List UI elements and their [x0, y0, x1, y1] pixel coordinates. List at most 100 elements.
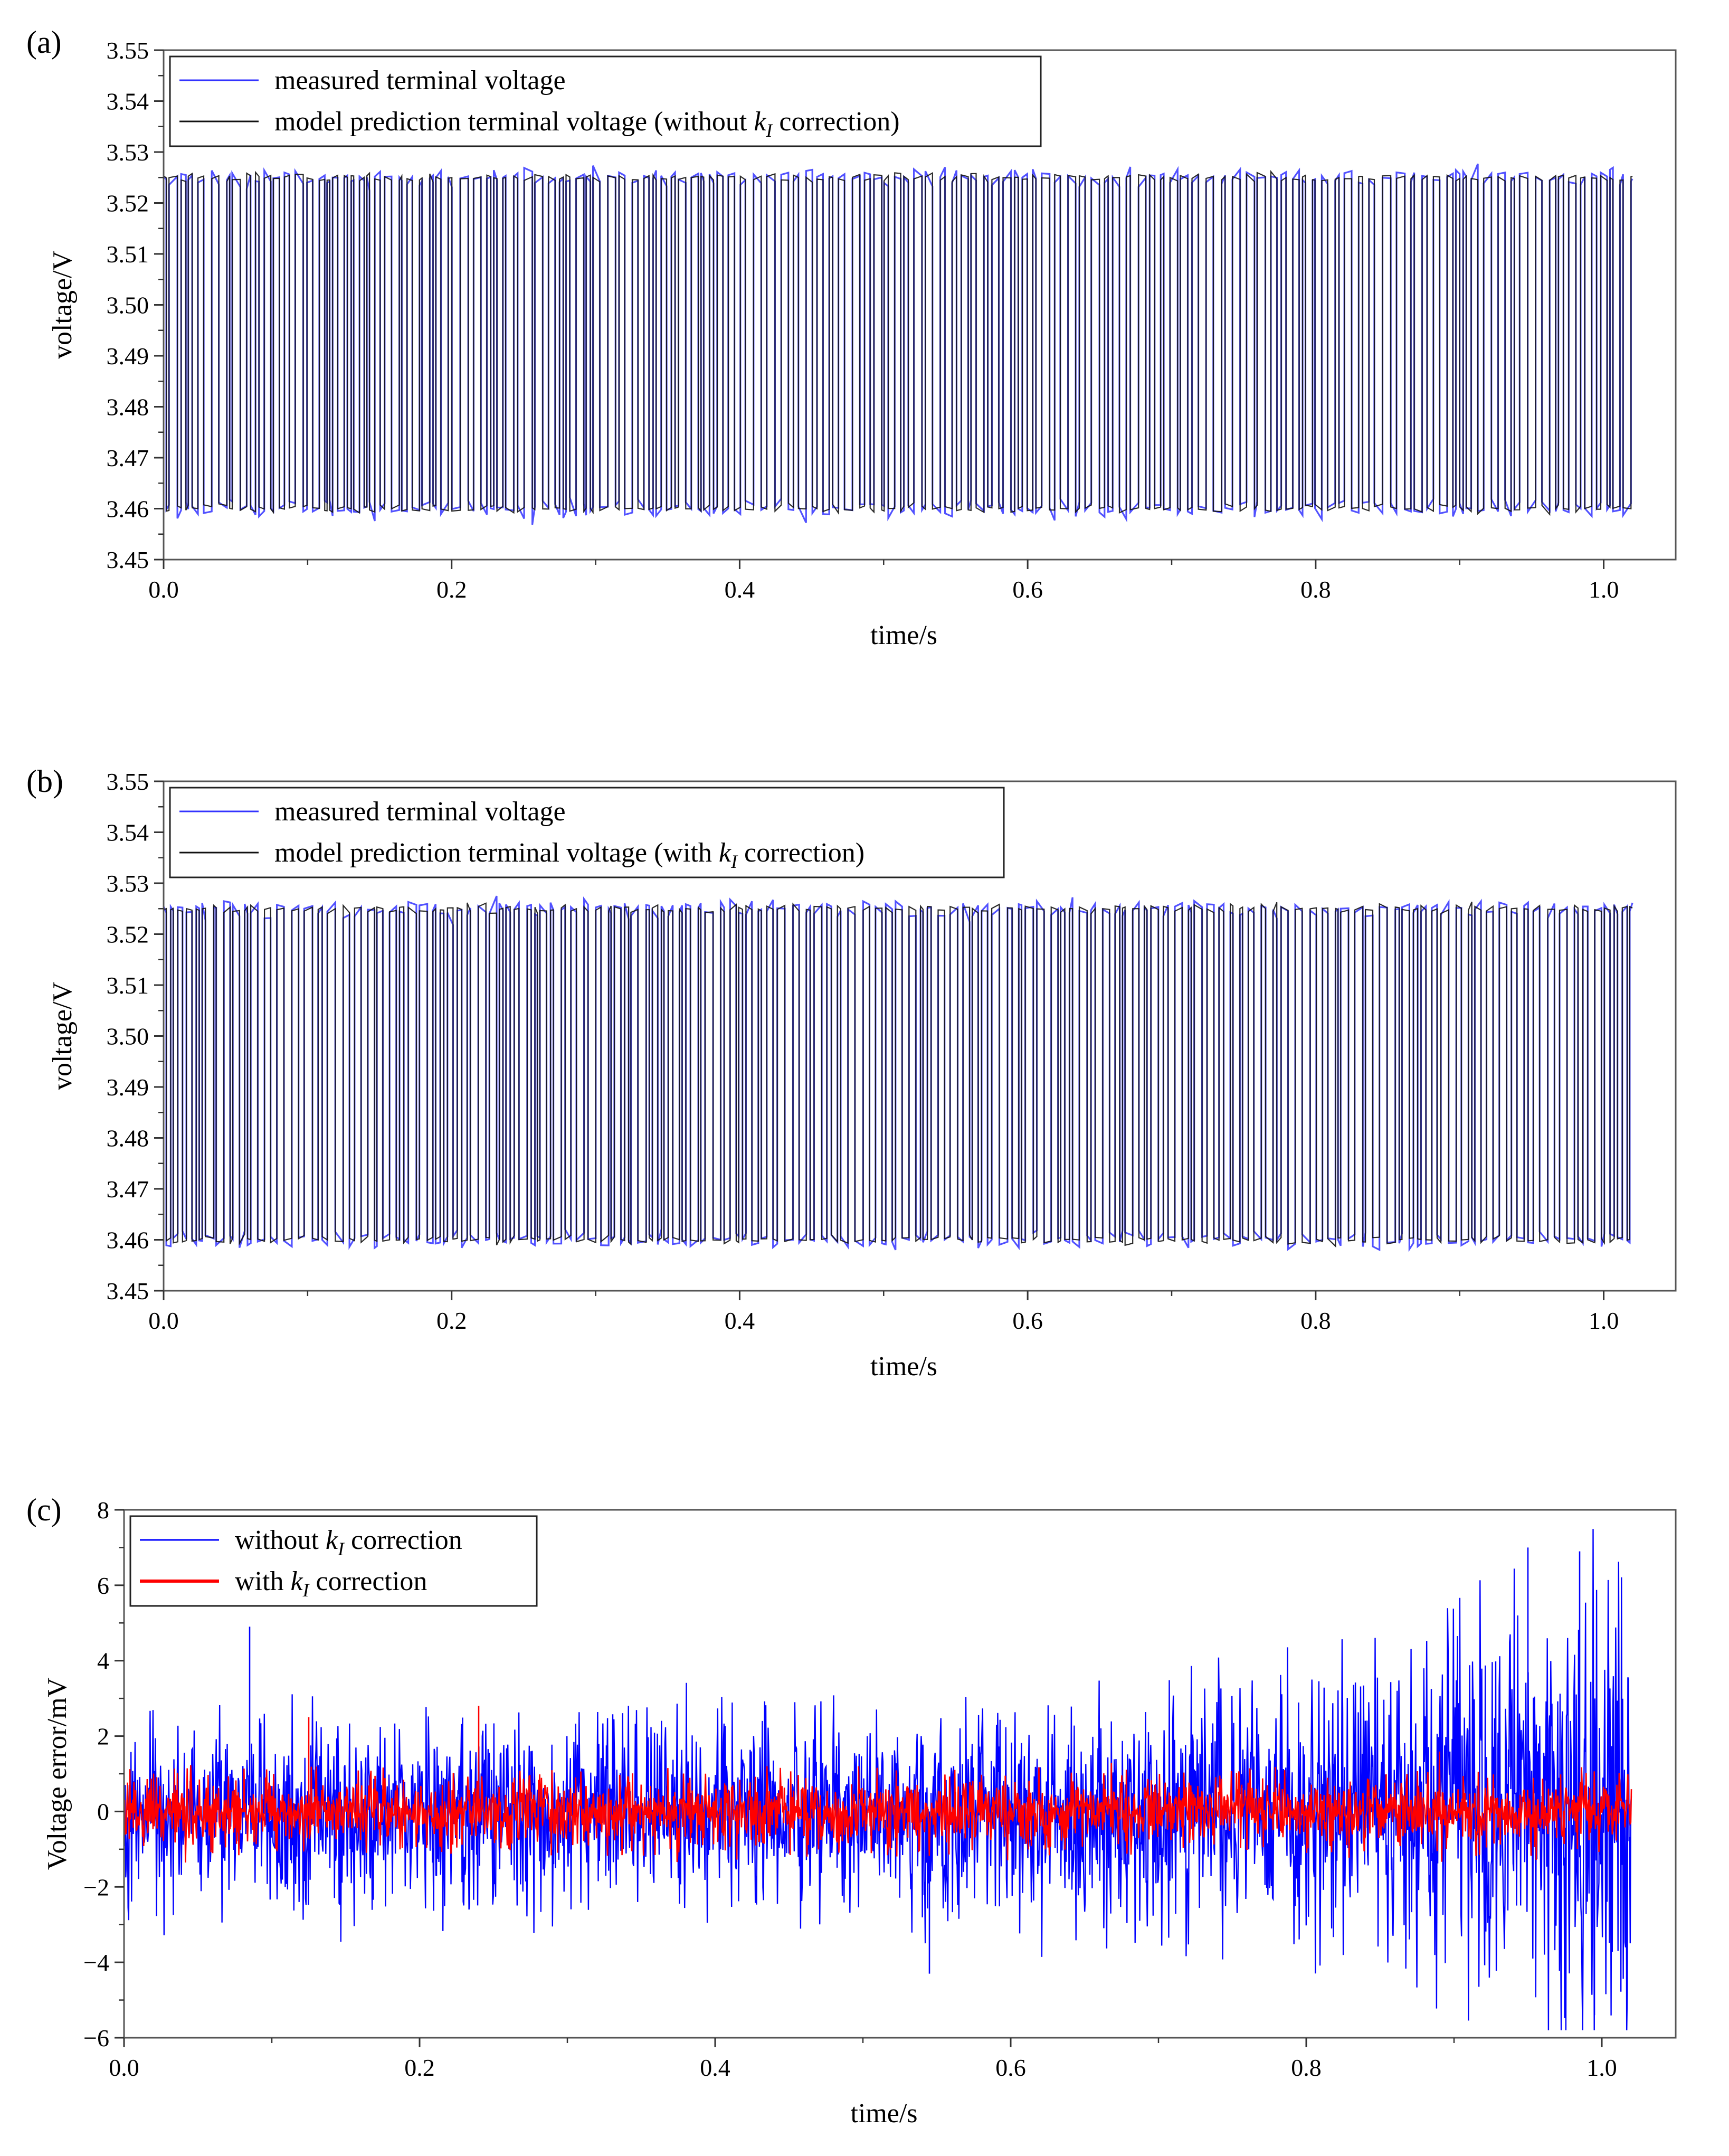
y-tick-label: 3.52: [107, 921, 149, 948]
x-tick-label: 1.0: [1589, 1307, 1619, 1334]
y-tick-label: −6: [83, 2025, 109, 2051]
series-line-model: [164, 169, 1633, 516]
y-tick-label: 3.55: [107, 37, 149, 64]
y-tick-label: 2: [97, 1723, 109, 1750]
y-tick-label: 3.55: [107, 768, 149, 795]
y-tick-label: 3.53: [107, 139, 149, 166]
x-tick-label: 0.0: [148, 1307, 179, 1334]
y-tick-label: 3.47: [107, 1176, 149, 1203]
legend-label: measured terminal voltage: [274, 65, 566, 96]
legend-box: [129, 1515, 538, 1607]
panel-label-b: (b): [26, 764, 63, 799]
y-tick-label: 3.50: [107, 1023, 149, 1050]
y-tick-label: 3.45: [107, 1278, 149, 1304]
y-tick-label: 3.47: [107, 445, 149, 471]
x-tick-label: 0.6: [1012, 576, 1043, 603]
y-tick-label: 3.48: [107, 1125, 149, 1152]
x-tick-label: 0.8: [1300, 576, 1331, 603]
panel-label-a: (a): [26, 25, 62, 60]
legend-label-text: measured terminal voltage: [274, 65, 566, 96]
series-line-without-correction: [124, 1529, 1632, 2030]
y-tick-label: 3.54: [107, 88, 149, 115]
legend-label-k: k: [719, 838, 732, 868]
y-tick-label: −2: [83, 1874, 109, 1900]
y-axis-label: voltage/V: [48, 982, 78, 1090]
legend-label-k: k: [290, 1566, 303, 1596]
legend-label-text-end: correction: [344, 1525, 462, 1555]
legend-box: [169, 55, 1042, 147]
y-tick-label: 6: [97, 1572, 109, 1599]
data-area: [164, 895, 1633, 1252]
legend-label: without kI correction: [235, 1525, 462, 1559]
legend-label-text-end: correction): [737, 838, 864, 868]
y-axis-label: Voltage error/mV: [42, 1678, 72, 1870]
y-tick-label: 3.48: [107, 394, 149, 421]
legend-label-text: measured terminal voltage: [274, 797, 566, 827]
y-tick-label: 0: [97, 1798, 109, 1825]
x-tick-label: 0.4: [700, 2054, 730, 2081]
legend-label-k: k: [754, 107, 766, 137]
data-area: [124, 1529, 1632, 2030]
x-tick-label: 0.4: [725, 1307, 755, 1334]
data-area: [164, 163, 1633, 525]
series-line-measured: [164, 163, 1633, 525]
legend-label-text: with: [235, 1566, 290, 1596]
x-axis-label: time/s: [870, 1351, 937, 1382]
legend: measured terminal voltage model predictio…: [169, 55, 1042, 147]
legend-label-subscript: I: [337, 1538, 345, 1559]
legend-box: [169, 787, 1005, 878]
y-tick-label: 3.52: [107, 190, 149, 217]
panel-a: (a) 0.0 0.2 0.4 0.6 0.8 1.0 3.45 3.46 3.47 3.48 3.…: [26, 25, 1677, 650]
y-tick-label: 4: [97, 1648, 109, 1675]
x-tick-label: 0.6: [995, 2054, 1026, 2081]
legend-label: with kI correction: [235, 1566, 427, 1601]
x-tick-label: 0.2: [436, 576, 467, 603]
x-tick-label: 0.0: [148, 576, 179, 603]
y-tick-label: 3.53: [107, 870, 149, 897]
x-tick-label: 0.0: [109, 2054, 139, 2081]
y-tick-label: 3.49: [107, 343, 149, 370]
legend-label-text: model prediction terminal voltage (with: [274, 838, 719, 868]
x-axis-label: time/s: [870, 620, 937, 650]
x-tick-label: 1.0: [1589, 576, 1619, 603]
legend: measured terminal voltage model predictio…: [169, 787, 1005, 878]
legend-label: model prediction terminal voltage (witho…: [274, 107, 900, 141]
y-tick-label: 3.50: [107, 292, 149, 319]
y-tick-label: 8: [97, 1497, 109, 1524]
x-tick-label: 0.2: [404, 2054, 435, 2081]
x-tick-label: 0.6: [1012, 1307, 1043, 1334]
y-tick-label: 3.51: [107, 241, 149, 268]
x-tick-label: 0.4: [725, 576, 755, 603]
legend-label: model prediction terminal voltage (with …: [274, 838, 864, 872]
y-tick-label: 3.46: [107, 496, 149, 523]
legend-label-text-end: correction: [309, 1566, 428, 1596]
legend-label-k: k: [326, 1525, 338, 1555]
y-tick-label: 3.51: [107, 972, 149, 999]
x-tick-label: 0.8: [1291, 2054, 1322, 2081]
y-tick-label: 3.49: [107, 1074, 149, 1101]
y-tick-label: 3.46: [107, 1227, 149, 1254]
legend-label-text: without: [235, 1525, 326, 1555]
panel-b: (b) 0.0 0.2 0.4 0.6 0.8 1.0 3.45 3.46 3.47 3.48 3.…: [26, 764, 1677, 1382]
legend-label: measured terminal voltage: [274, 797, 566, 827]
legend-label-subscript: I: [302, 1580, 310, 1601]
series-line-measured: [164, 895, 1633, 1252]
x-axis-label: time/s: [850, 2098, 917, 2129]
y-tick-label: 3.45: [107, 546, 149, 573]
panel-c: (c) 0.0 0.2 0.4 0.6 0.8 1.0 −6 −4 −2 0 2 4 6 8 time/s V…: [26, 1492, 1677, 2129]
y-tick-label: −4: [83, 1949, 109, 1976]
legend-label-text-end: correction): [772, 107, 899, 137]
x-tick-label: 1.0: [1586, 2054, 1617, 2081]
legend-label-text: model prediction terminal voltage (witho…: [274, 107, 754, 137]
x-tick-label: 0.8: [1300, 1307, 1331, 1334]
y-tick-label: 3.54: [107, 819, 149, 846]
x-tick-label: 0.2: [436, 1307, 467, 1334]
legend-label-subscript: I: [730, 851, 738, 872]
series-line-with-correction: [124, 1751, 1632, 1863]
legend-label-subscript: I: [765, 120, 773, 141]
y-axis-label: voltage/V: [48, 251, 78, 359]
series-line-model: [164, 901, 1633, 1248]
panel-label-c: (c): [26, 1492, 62, 1527]
